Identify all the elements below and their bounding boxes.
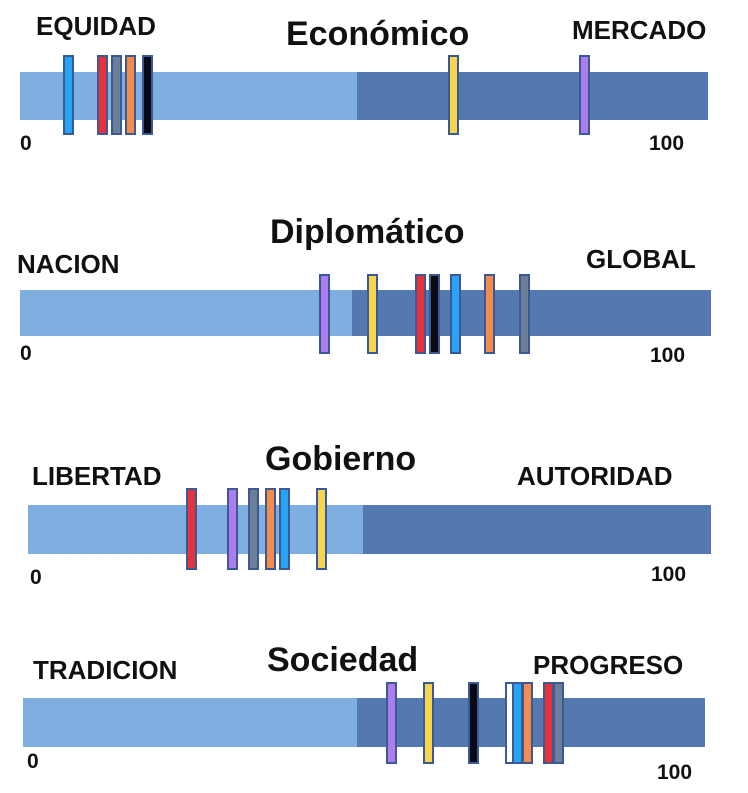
axis-title: Diplomático [270,213,465,251]
marker-8 [552,682,564,764]
max-label: 100 [657,761,693,784]
scale-bar-right-segment [357,72,708,120]
marker-4 [124,55,136,135]
marker-2 [423,682,435,764]
scale-bar-right-segment [362,505,711,554]
min-label: 0 [20,342,32,365]
marker-5 [278,488,290,570]
marker-1 [186,488,198,570]
marker-5 [449,274,461,354]
right-end-label: PROGRESO [533,650,684,680]
left-end-label: LIBERTAD [32,461,162,491]
scale-bar-right-segment [351,290,711,336]
marker-1 [385,682,397,764]
max-label: 100 [649,132,685,155]
marker-1 [62,55,74,135]
scale-bar-left-segment [20,290,352,336]
right-end-label: GLOBAL [586,244,696,274]
axis-title: Sociedad [267,641,419,679]
marker-7 [542,682,554,764]
marker-5 [141,55,153,135]
max-label: 100 [650,344,686,367]
marker-4 [429,274,441,354]
marker-7 [518,274,530,354]
left-end-label: TRADICION [33,655,178,685]
max-label: 100 [651,563,687,586]
axis-title: Económico [286,15,470,53]
left-end-label: EQUIDAD [36,11,156,41]
marker-2 [366,274,378,354]
marker-3 [467,682,479,764]
marker-3 [247,488,259,570]
marker-7 [578,55,590,135]
marker-6 [316,488,328,570]
min-label: 0 [27,750,39,773]
marker-6 [522,682,534,764]
scale-bar-left-segment [23,698,358,747]
marker-6 [484,274,496,354]
marker-5 [511,682,523,764]
marker-3 [415,274,427,354]
min-label: 0 [30,566,42,589]
left-end-label: NACION [17,249,120,279]
marker-4 [264,488,276,570]
marker-1 [318,274,330,354]
right-end-label: AUTORIDAD [517,461,673,491]
marker-6 [447,55,459,135]
marker-2 [97,55,109,135]
marker-3 [110,55,122,135]
marker-2 [227,488,239,570]
axis-title: Gobierno [265,440,417,478]
right-end-label: MERCADO [572,15,707,45]
min-label: 0 [20,132,32,155]
scale-bar-left-segment [20,72,358,120]
